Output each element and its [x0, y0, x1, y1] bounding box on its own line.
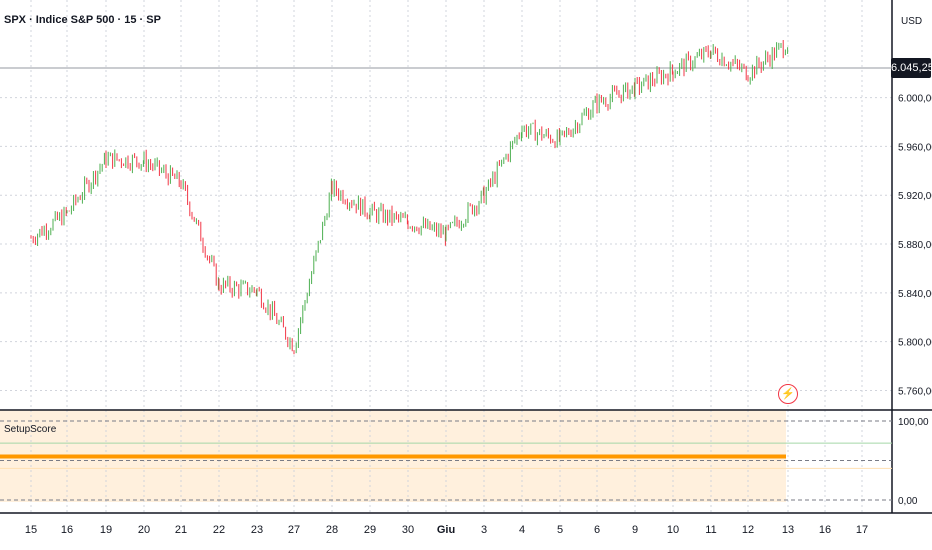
x-tick-label: 12 — [742, 524, 754, 536]
symbol-title[interactable]: SPX · Indice S&P 500 · 15 · SP — [4, 14, 161, 26]
last-price-tag: 6.045,25 — [891, 58, 932, 78]
y-tick-label: 5.800,00 — [898, 338, 932, 349]
x-tick-label: 9 — [632, 524, 638, 536]
x-tick-label: 30 — [402, 524, 414, 536]
x-tick-label: 11 — [705, 524, 716, 536]
indicator-axis: 100,00 0,00 — [0, 417, 929, 507]
time-axis[interactable]: 15 16 19 20 21 22 23 27 28 29 30 Giu 3 4 5 6 9 10 11 12 13 16… — [25, 524, 868, 536]
y-tick-label: 5.960,00 — [898, 142, 932, 153]
x-tick-label: 5 — [557, 524, 563, 536]
indicator-tick-label: 0,00 — [898, 496, 918, 507]
y-tick-label: 6.000,00 — [898, 94, 932, 105]
y-tick-label: 5.840,00 — [898, 289, 932, 300]
x-tick-label: 29 — [364, 524, 376, 536]
x-tick-label: 4 — [519, 524, 525, 536]
x-tick-label: 22 — [213, 524, 225, 536]
x-tick-label: 16 — [61, 524, 73, 536]
x-tick-label: 19 — [100, 524, 112, 536]
flash-icon[interactable]: ⚡ — [778, 384, 798, 404]
indicator-title[interactable]: SetupScore — [4, 424, 57, 435]
x-tick-label: 13 — [782, 524, 794, 536]
currency-label[interactable]: USD — [901, 16, 923, 27]
horizontal-grid — [0, 97, 892, 391]
price-series — [30, 39, 789, 355]
y-tick-label: 5.760,00 — [898, 386, 932, 397]
x-tick-label: 20 — [138, 524, 150, 536]
price-axis[interactable]: 6.000,00 5.960,00 5.920,00 5.880,00 5.840,00… — [898, 94, 932, 398]
x-tick-label: 15 — [25, 524, 37, 536]
x-tick-label: Giu — [437, 524, 455, 536]
x-tick-label: 23 — [251, 524, 263, 536]
y-tick-label: 5.880,00 — [898, 240, 932, 251]
x-tick-label: 27 — [288, 524, 300, 536]
x-tick-label: 10 — [667, 524, 679, 536]
y-tick-label: 5.920,00 — [898, 191, 932, 202]
x-tick-label: 3 — [481, 524, 487, 536]
x-tick-label: 16 — [819, 524, 831, 536]
x-tick-label: 28 — [326, 524, 338, 536]
x-tick-label: 21 — [175, 524, 187, 536]
x-tick-label: 17 — [856, 524, 868, 536]
indicator-tick-label: 100,00 — [898, 417, 929, 428]
x-tick-label: 6 — [594, 524, 600, 536]
